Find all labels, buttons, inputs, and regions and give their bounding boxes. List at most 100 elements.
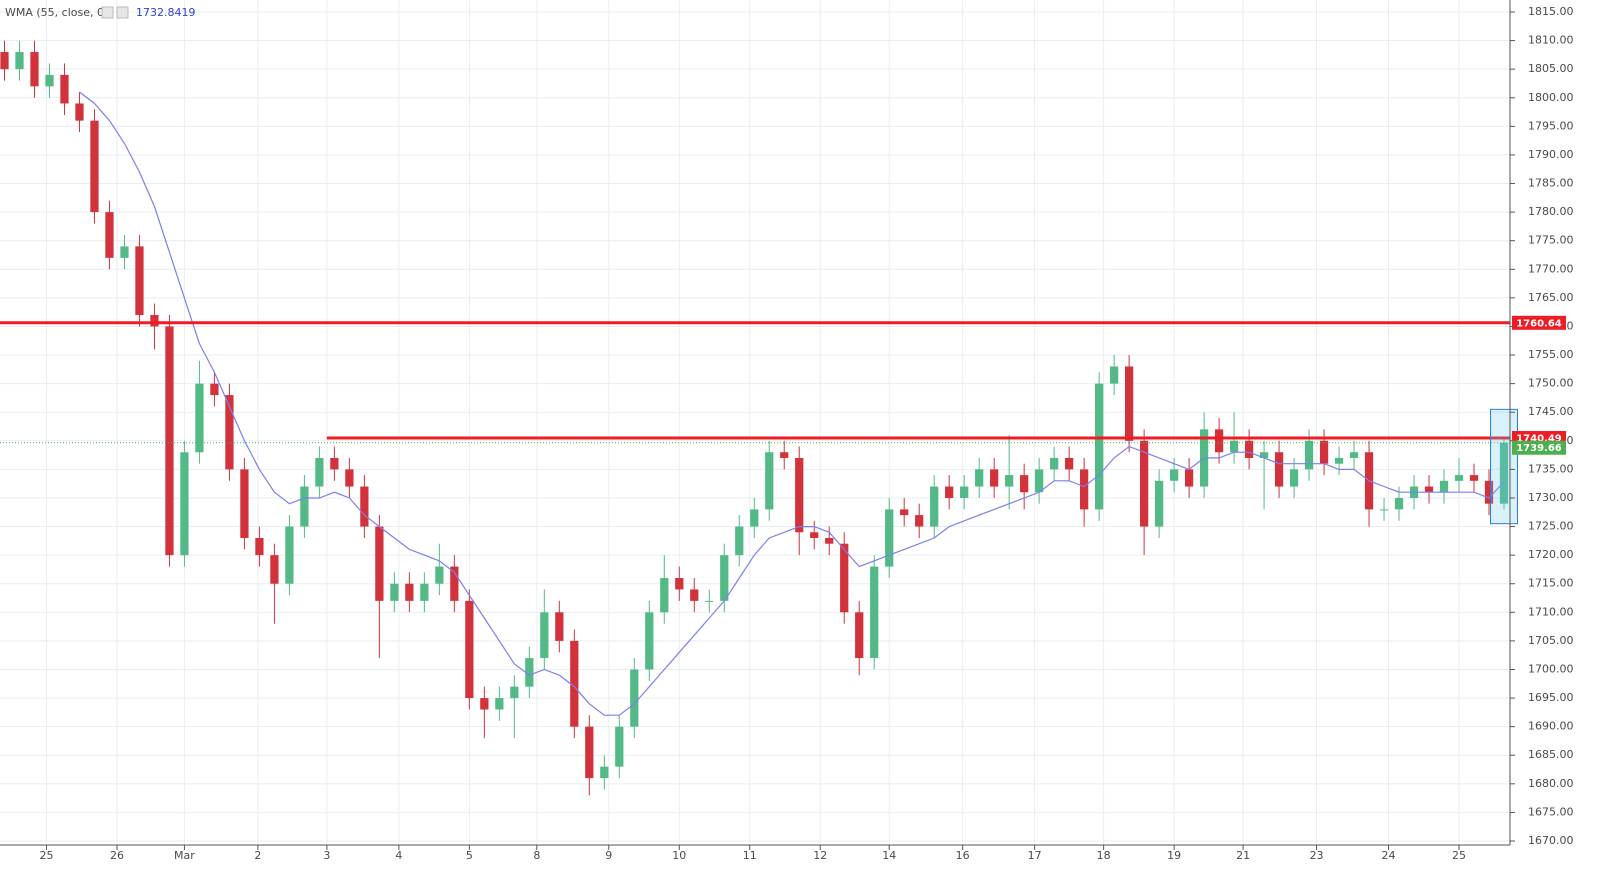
candle-body [225, 395, 234, 470]
candle-body [675, 578, 684, 590]
candle-body [555, 612, 564, 641]
x-tick-label: 18 [1097, 849, 1111, 862]
x-tick-label: 10 [672, 849, 686, 862]
indicator-name: WMA (55, close, 0) [5, 6, 108, 19]
candle-body [630, 669, 639, 727]
candle-body [870, 566, 879, 659]
candle-body [1334, 457, 1344, 464]
y-tick-label: 1690.00 [1528, 720, 1574, 733]
candle-body [1229, 440, 1239, 453]
candle-body [465, 600, 474, 699]
candle-body [0, 52, 9, 70]
candle-body [1499, 442, 1509, 504]
candle-body [1080, 469, 1089, 510]
x-tick-label: 4 [395, 849, 402, 862]
candle-body [660, 578, 669, 613]
candle-body [900, 509, 909, 516]
settings-icon[interactable] [101, 6, 114, 19]
candle-body [450, 566, 459, 601]
candle-body [1169, 469, 1179, 481]
y-tick-label: 1730.00 [1528, 491, 1574, 504]
candle-body [990, 469, 999, 487]
candle-body [1005, 475, 1014, 487]
close-icon[interactable] [116, 6, 129, 19]
candle-body [1095, 383, 1104, 510]
y-tick-label: 1670.00 [1528, 834, 1574, 847]
candle-body [1139, 440, 1149, 527]
candle-body [1020, 475, 1029, 493]
level-label: 1760.64 [1516, 318, 1562, 329]
x-tick-label: 24 [1382, 849, 1396, 862]
candle-body [60, 74, 69, 104]
y-tick-label: 1700.00 [1528, 662, 1574, 675]
candle-body [1065, 457, 1074, 470]
candle-body [45, 74, 54, 87]
candle-body [780, 452, 789, 458]
candle-body [120, 246, 129, 258]
x-tick-label: Mar [174, 849, 195, 862]
candle-body [510, 686, 519, 699]
candle-body [1319, 440, 1329, 464]
y-tick-label: 1695.00 [1528, 691, 1574, 704]
candle-body [945, 486, 954, 498]
candle-body [1050, 457, 1059, 470]
x-tick-label: 19 [1167, 849, 1181, 862]
candle-body [1125, 366, 1134, 441]
candle-body [1394, 497, 1404, 510]
x-tick-label: 25 [39, 849, 53, 862]
candle-body [615, 726, 624, 767]
candle-body [795, 457, 804, 533]
candle-body [975, 469, 984, 487]
candle-body [1439, 480, 1449, 493]
candle-body [600, 766, 609, 779]
x-tick-label: 5 [466, 849, 473, 862]
candle-body [345, 469, 354, 487]
candle-body [285, 526, 294, 584]
candle-body [750, 509, 759, 527]
y-tick-label: 1775.00 [1528, 234, 1574, 247]
candle-body [195, 383, 204, 453]
candle-body [570, 640, 579, 727]
candle-body [885, 509, 894, 567]
candle-body [915, 515, 924, 527]
candle-body [1244, 440, 1254, 458]
candle-body [315, 457, 324, 487]
candle-body [435, 566, 444, 584]
y-tick-label: 1715.00 [1528, 577, 1574, 590]
candle-body [165, 326, 174, 556]
y-tick-label: 1745.00 [1528, 405, 1574, 418]
candle-body [765, 452, 774, 510]
candle-body [495, 698, 504, 710]
y-tick-label: 1800.00 [1528, 91, 1574, 104]
x-tick-label: 12 [813, 849, 827, 862]
y-tick-label: 1805.00 [1528, 62, 1574, 75]
y-tick-label: 1705.00 [1528, 634, 1574, 647]
candle-body [855, 612, 864, 659]
candle-body [405, 583, 414, 601]
price-label-bg [1512, 440, 1566, 455]
y-tick-label: 1685.00 [1528, 748, 1574, 761]
candle-body [375, 526, 384, 601]
candle-body [735, 526, 744, 556]
x-tick-label: 25 [1452, 849, 1466, 862]
level-label-bg [1512, 315, 1566, 330]
candle-body [540, 612, 549, 659]
x-tick-label: 8 [533, 849, 540, 862]
candle-body [720, 555, 729, 601]
y-tick-label: 1790.00 [1528, 148, 1574, 161]
candle-body [585, 726, 594, 779]
y-tick-label: 1725.00 [1528, 520, 1574, 533]
candle-body [1035, 469, 1044, 493]
y-tick-label: 1720.00 [1528, 548, 1574, 561]
candle-body [1259, 452, 1269, 458]
candle-body [30, 52, 39, 87]
candle-body [1349, 452, 1359, 458]
candle-body [1484, 480, 1494, 504]
candle-body [1289, 469, 1299, 487]
level-label: 1740.49 [1516, 433, 1562, 444]
candle-body [810, 532, 819, 538]
candle-body [825, 537, 834, 544]
candle-body [255, 537, 264, 556]
candle-body [1110, 366, 1119, 384]
candle-body [15, 52, 24, 70]
